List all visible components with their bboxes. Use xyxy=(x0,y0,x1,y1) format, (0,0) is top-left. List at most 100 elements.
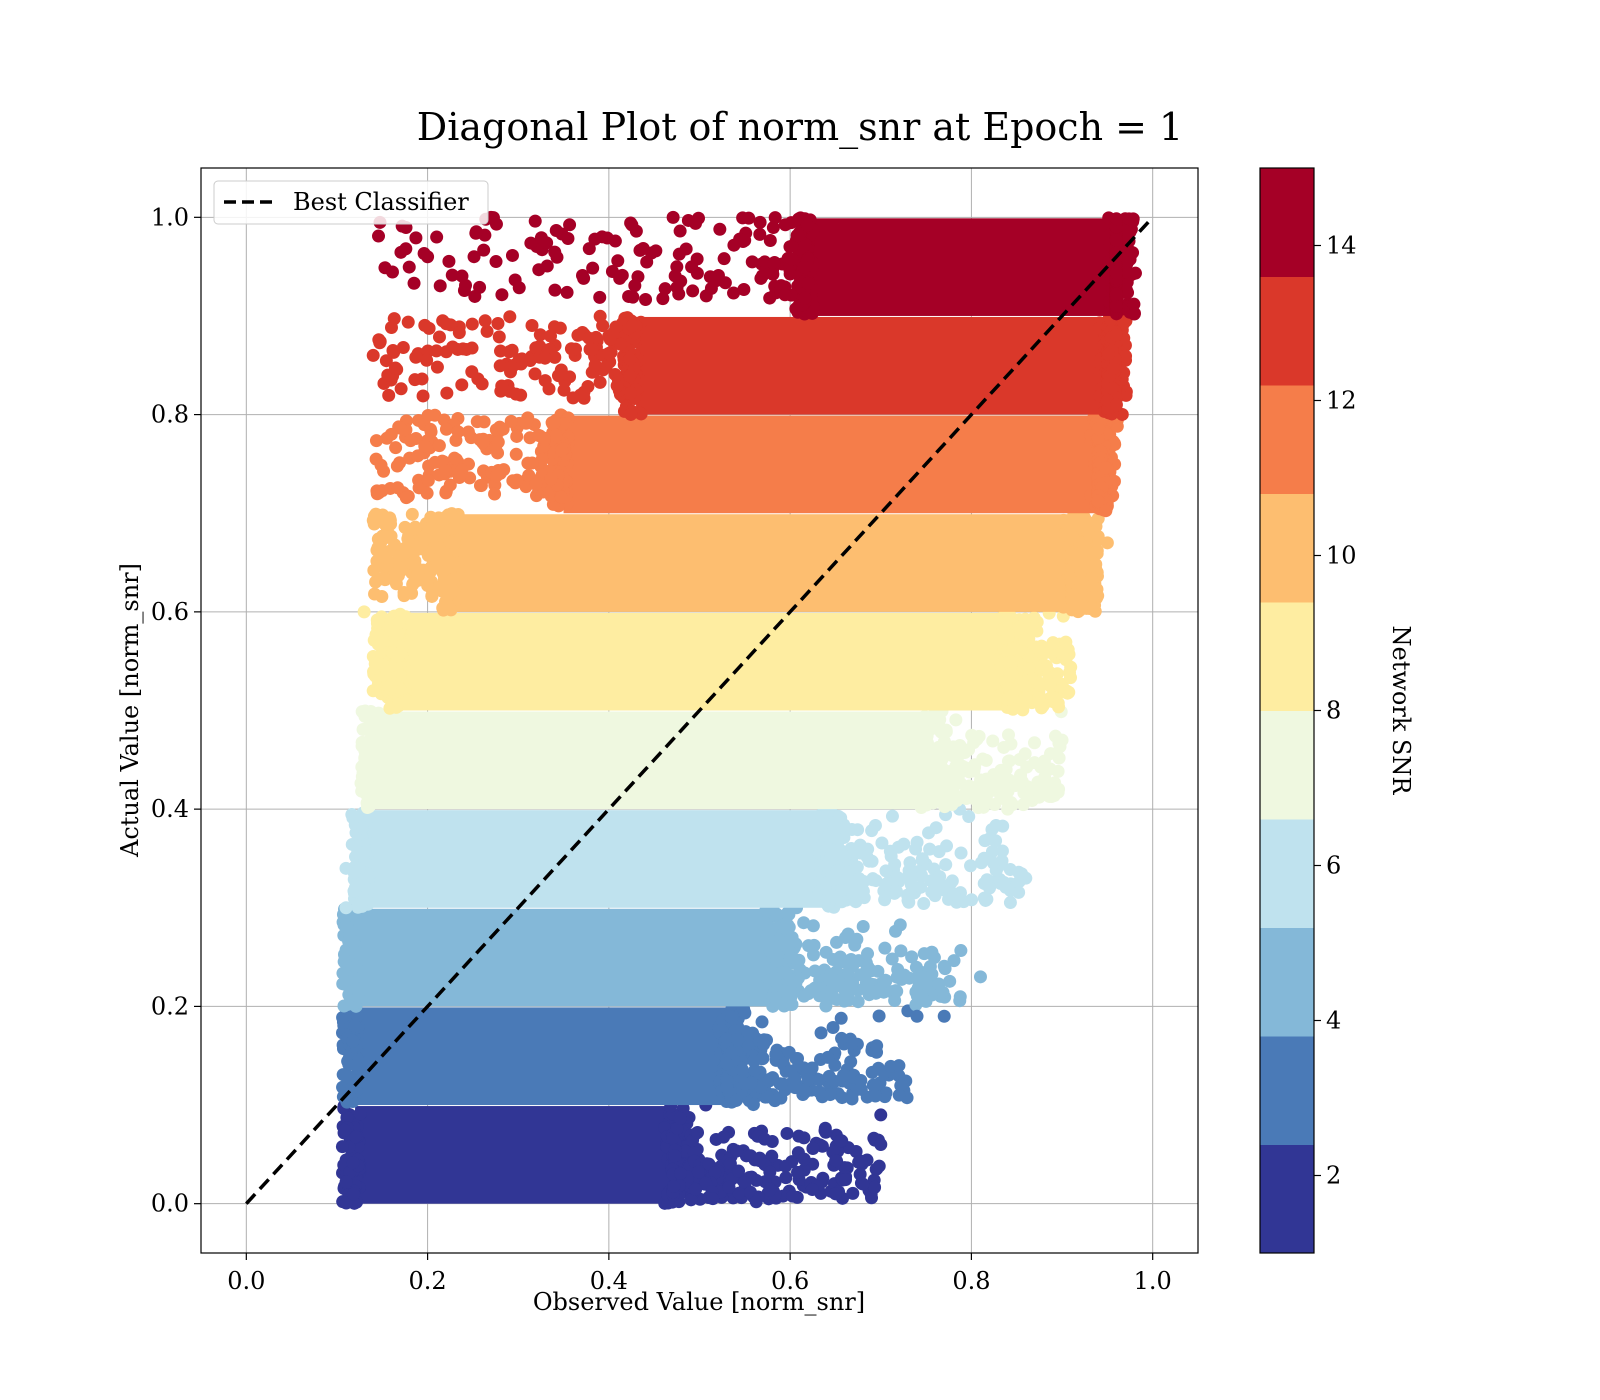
scatter-point xyxy=(525,319,539,333)
scatter-band-8 xyxy=(372,309,1133,421)
scatter-point xyxy=(340,1111,354,1125)
scatter-point xyxy=(391,649,405,663)
scatter-point xyxy=(656,292,670,306)
scatter-point xyxy=(467,250,481,264)
scatter-point xyxy=(367,509,381,523)
scatter-point xyxy=(835,1031,849,1045)
scatter-point xyxy=(865,824,879,838)
scatter-band-core xyxy=(355,908,773,1007)
scatter-point xyxy=(1074,553,1088,567)
scatter-point xyxy=(444,603,458,617)
scatter-point xyxy=(514,388,528,402)
colorbar-segment xyxy=(1260,1036,1314,1145)
colorbar-segment xyxy=(1260,493,1314,603)
scatter-point xyxy=(964,859,978,873)
scatter-point xyxy=(706,1192,720,1206)
scatter-point xyxy=(384,427,398,441)
scatter-point xyxy=(786,1189,800,1203)
scatter-point xyxy=(495,288,509,302)
scatter-point xyxy=(425,589,439,603)
scatter-point xyxy=(1052,751,1066,765)
scatter-point xyxy=(892,1088,906,1102)
scatter-point xyxy=(915,854,929,868)
scatter-point xyxy=(585,342,599,356)
scatter-point xyxy=(954,846,968,860)
scatter-point xyxy=(921,748,935,762)
scatter-point xyxy=(491,435,505,449)
scatter-point xyxy=(749,1195,763,1209)
scatter-point xyxy=(582,331,596,345)
scatter-point xyxy=(480,324,494,338)
scatter-point xyxy=(973,970,987,984)
scatter-point xyxy=(488,487,502,501)
scatter-point xyxy=(1105,381,1119,395)
scatter-point xyxy=(445,583,459,597)
scatter-point xyxy=(983,881,997,895)
scatter-point xyxy=(1116,317,1130,331)
scatter-point xyxy=(834,1011,848,1025)
scatter-band-5 xyxy=(366,606,1078,717)
scatter-point xyxy=(921,775,935,789)
scatter-point xyxy=(858,966,872,980)
scatter-point xyxy=(935,752,949,766)
scatter-point xyxy=(1006,702,1020,716)
scatter-point xyxy=(954,944,968,958)
scatter-point xyxy=(372,486,386,500)
scatter-point xyxy=(738,1006,752,1020)
scatter-point xyxy=(407,276,421,290)
colorbar-tick-label: 14 xyxy=(1326,232,1357,260)
scatter-point xyxy=(461,425,475,439)
scatter-point xyxy=(372,229,386,243)
scatter-point xyxy=(878,941,892,955)
scatter-band-core xyxy=(563,415,1099,514)
scatter-point xyxy=(525,456,539,470)
scatter-point xyxy=(777,937,791,951)
scatter-point xyxy=(588,358,602,372)
scatter-point xyxy=(1126,212,1140,226)
scatter-point xyxy=(443,478,457,492)
scatter-point xyxy=(744,1076,758,1090)
scatter-point xyxy=(797,1152,811,1166)
scatter-point xyxy=(636,241,650,255)
scatter-point xyxy=(691,1125,705,1139)
scatter-point xyxy=(444,508,458,522)
scatter-point xyxy=(824,849,838,863)
scatter-point xyxy=(535,452,549,466)
scatter-point xyxy=(800,218,814,232)
scatter-point xyxy=(372,333,386,347)
colorbar-tick-label: 12 xyxy=(1326,387,1357,415)
y-tick-label: 0.4 xyxy=(151,795,189,823)
scatter-point xyxy=(358,893,372,907)
scatter-point xyxy=(625,218,639,232)
scatter-point xyxy=(856,920,870,934)
scatter-point xyxy=(871,964,885,978)
scatter-point xyxy=(510,429,524,443)
scatter-point xyxy=(725,1010,739,1024)
scatter-point xyxy=(947,954,961,968)
scatter-point xyxy=(766,267,780,281)
scatter-point xyxy=(691,1165,705,1179)
scatter-point xyxy=(433,279,447,293)
scatter-point xyxy=(974,773,988,787)
scatter-point xyxy=(335,1140,349,1154)
scatter-point xyxy=(371,637,385,651)
scatter-point xyxy=(872,1009,886,1023)
scatter-point xyxy=(658,282,672,296)
scatter-point xyxy=(770,954,784,968)
scatter-point xyxy=(1091,431,1105,445)
scatter-point xyxy=(379,354,393,368)
scatter-point xyxy=(446,340,460,354)
scatter-point xyxy=(432,439,446,453)
scatter-point xyxy=(849,895,863,909)
scatter-point xyxy=(932,977,946,991)
scatter-point xyxy=(1003,896,1017,910)
scatter-point xyxy=(1109,212,1123,226)
x-tick-label: 0.8 xyxy=(952,1267,990,1295)
colorbar-segment xyxy=(1260,276,1314,386)
scatter-point xyxy=(346,1034,360,1048)
scatter-point xyxy=(965,893,979,907)
scatter-point xyxy=(609,320,623,334)
scatter-point xyxy=(874,1108,888,1122)
scatter-points xyxy=(335,210,1142,1210)
